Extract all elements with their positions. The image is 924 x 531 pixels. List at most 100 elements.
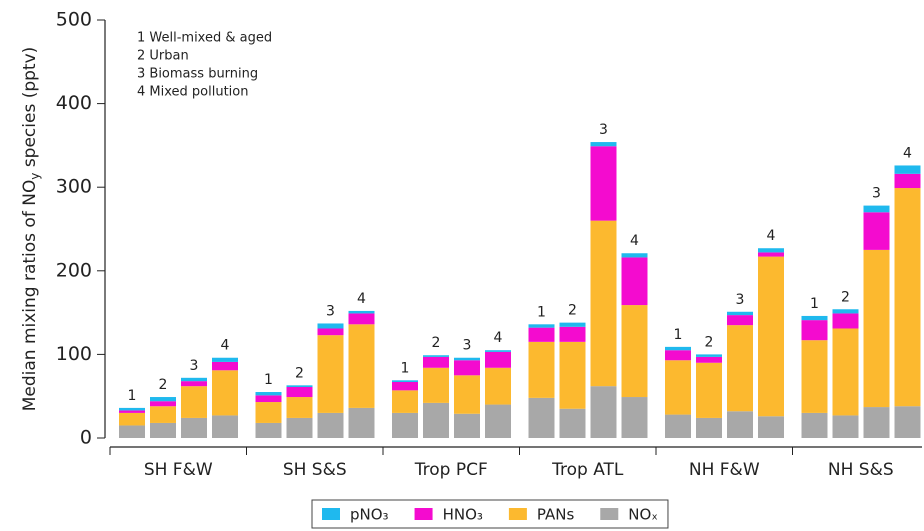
bar-segment bbox=[528, 397, 555, 438]
bar-segment bbox=[317, 335, 344, 413]
bar-segment bbox=[590, 142, 617, 147]
bar-segment bbox=[423, 367, 449, 403]
y-tick-label: 500 bbox=[56, 9, 92, 31]
bar-category-label: 4 bbox=[903, 145, 912, 161]
bar-segment bbox=[801, 412, 828, 438]
bar-segment bbox=[696, 354, 722, 357]
y-label-part: Median mixing ratios of NO bbox=[20, 180, 40, 412]
bar-segment bbox=[863, 407, 890, 438]
bar-segment bbox=[485, 351, 511, 368]
bar-category-label: 2 bbox=[432, 335, 441, 351]
annotation: 3 Biomass burning bbox=[137, 67, 258, 82]
bar-segment bbox=[150, 397, 176, 402]
bar-segment bbox=[832, 328, 859, 416]
bar-segment bbox=[590, 220, 617, 387]
bar-segment bbox=[485, 404, 511, 438]
bar-segment bbox=[255, 402, 282, 423]
bar-segment bbox=[559, 341, 586, 409]
bar-segment bbox=[212, 361, 238, 371]
bar-segment bbox=[621, 253, 648, 258]
group-label: SH S&S bbox=[283, 460, 347, 480]
bar-segment bbox=[181, 381, 207, 387]
bar-segment bbox=[454, 357, 480, 361]
bar-category-label: 4 bbox=[767, 228, 776, 244]
bar-category-label: 3 bbox=[326, 303, 335, 319]
bar-category-label: 2 bbox=[705, 334, 714, 350]
bar-category-label: 1 bbox=[401, 360, 410, 376]
bar-category-label: 1 bbox=[537, 304, 546, 320]
bar-segment bbox=[454, 360, 480, 376]
bar-segment bbox=[423, 402, 449, 438]
bar-segment bbox=[286, 397, 313, 418]
legend-swatch bbox=[600, 508, 619, 520]
bar-category-label: 3 bbox=[872, 186, 881, 202]
bar-category-label: 2 bbox=[841, 289, 850, 305]
bar-segment bbox=[801, 315, 828, 321]
bar-segment bbox=[696, 356, 722, 363]
bar-segment bbox=[348, 310, 375, 314]
bar-segment bbox=[181, 377, 207, 382]
bar-category-label: 3 bbox=[736, 292, 745, 308]
bar-segment bbox=[665, 414, 691, 438]
bar-segment bbox=[758, 256, 784, 417]
bar-category-label: 4 bbox=[221, 338, 230, 354]
bar-segment bbox=[758, 252, 784, 257]
bar-segment bbox=[392, 412, 418, 438]
bar-segment bbox=[665, 346, 691, 351]
y-tick-label: 200 bbox=[56, 259, 92, 281]
bar-category-label: 2 bbox=[159, 377, 168, 393]
legend-label: PANs bbox=[537, 506, 575, 524]
group-label: Trop ATL bbox=[551, 460, 624, 480]
bar-category-label: 3 bbox=[190, 358, 199, 374]
bar-segment bbox=[621, 257, 648, 306]
bar-category-label: 1 bbox=[264, 372, 273, 388]
y-label-sub: y bbox=[28, 173, 42, 180]
bar-segment bbox=[590, 386, 617, 438]
bar-segment bbox=[348, 324, 375, 408]
bar-category-label: 3 bbox=[463, 338, 472, 354]
bar-segment bbox=[317, 323, 344, 329]
bar-segment bbox=[832, 415, 859, 438]
bar-segment bbox=[119, 425, 145, 438]
bar-segment bbox=[894, 188, 921, 407]
y-tick-label: 300 bbox=[56, 176, 92, 198]
bar-segment bbox=[286, 387, 313, 398]
bar-segment bbox=[863, 249, 890, 408]
bar-category-label: 2 bbox=[295, 365, 304, 381]
bar-segment bbox=[150, 422, 176, 438]
bar-segment bbox=[392, 381, 418, 391]
y-tick-label: 100 bbox=[56, 343, 92, 365]
bar-segment bbox=[801, 340, 828, 413]
bar-segment bbox=[559, 408, 586, 438]
bar-category-label: 2 bbox=[568, 303, 577, 319]
bar-segment bbox=[727, 311, 753, 316]
bar-segment bbox=[119, 407, 145, 411]
bar-segment bbox=[832, 313, 859, 329]
bar-category-label: 1 bbox=[128, 388, 137, 404]
bar-category-label: 3 bbox=[599, 122, 608, 138]
bar-segment bbox=[528, 324, 555, 328]
bar-segment bbox=[621, 305, 648, 398]
bar-segment bbox=[150, 401, 176, 407]
bar-segment bbox=[863, 205, 890, 213]
bar-segment bbox=[392, 380, 418, 382]
bar-category-label: 4 bbox=[630, 233, 639, 249]
bar-segment bbox=[255, 395, 282, 403]
legend-swatch bbox=[414, 508, 433, 520]
bar-segment bbox=[758, 416, 784, 438]
bar-segment bbox=[286, 417, 313, 438]
bar-segment bbox=[119, 410, 145, 413]
bar-segment bbox=[894, 173, 921, 189]
bar-segment bbox=[423, 356, 449, 368]
bar-segment bbox=[590, 146, 617, 221]
bar-segment bbox=[665, 360, 691, 415]
bar-segment bbox=[348, 313, 375, 325]
bar-segment bbox=[119, 412, 145, 426]
bar-category-label: 1 bbox=[810, 296, 819, 312]
bar-segment bbox=[181, 386, 207, 418]
y-tick-label: 0 bbox=[80, 427, 92, 449]
annotation: 2 Urban bbox=[137, 49, 189, 64]
bar-segment bbox=[485, 367, 511, 405]
bar-segment bbox=[832, 309, 859, 314]
